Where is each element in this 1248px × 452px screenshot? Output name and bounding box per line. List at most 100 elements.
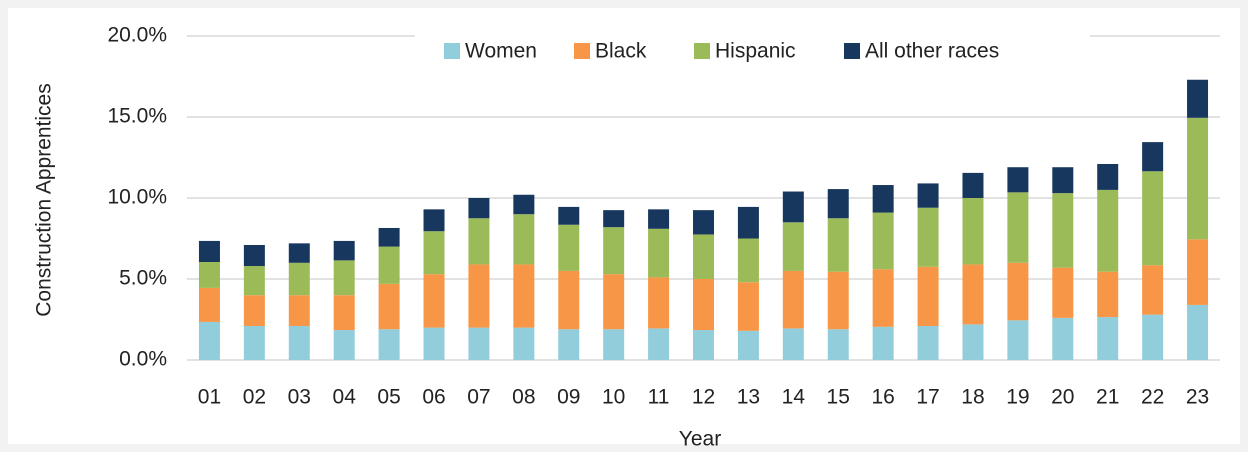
x-tick-label: 09 (557, 386, 580, 409)
bar-segment (378, 246, 400, 284)
bar-segment (737, 330, 759, 360)
bar-segment (1097, 189, 1119, 272)
bar-segment (827, 329, 849, 360)
x-tick-label: 12 (692, 386, 715, 409)
bar-segment (198, 287, 220, 322)
x-tick-label: 07 (467, 386, 490, 409)
bar-segment (782, 222, 804, 271)
bar-segment (1097, 163, 1119, 190)
bar-segment (872, 269, 894, 327)
bar-segment (1097, 317, 1119, 360)
bar-segment (198, 261, 220, 288)
bar-segment (962, 324, 984, 360)
bar-segment (1142, 142, 1164, 172)
bar-segment (1142, 314, 1164, 360)
bar-segment (872, 185, 894, 213)
legend-swatch (444, 43, 460, 59)
bar-segment (737, 282, 759, 331)
bar-segment (333, 295, 355, 331)
bar-segment (423, 274, 445, 328)
bar-segment (827, 218, 849, 272)
bar-segment (917, 183, 939, 208)
bar-segment (558, 206, 580, 225)
bar-segment (603, 210, 625, 228)
y-tick-label: 15.0% (107, 105, 167, 128)
legend-label: Hispanic (715, 40, 796, 63)
bar-segment (782, 328, 804, 360)
bar-segment (243, 325, 265, 360)
bar-segment (513, 264, 535, 328)
bar-segment (1007, 262, 1029, 321)
bar-segment (288, 325, 310, 360)
bar-segment (513, 194, 535, 215)
bar-segment (1187, 304, 1209, 360)
bar-segment (648, 328, 670, 360)
bar-segment (827, 271, 849, 330)
bar-segment (603, 227, 625, 275)
bar-segment (917, 207, 939, 267)
y-tick-label: 20.0% (107, 24, 167, 47)
bar-segment (513, 327, 535, 360)
x-tick-label: 23 (1186, 386, 1209, 409)
bar-segment (962, 198, 984, 265)
x-tick-label: 10 (602, 386, 625, 409)
x-tick-label: 11 (648, 386, 670, 409)
bar-segment (917, 266, 939, 326)
x-tick-label: 16 (871, 386, 894, 409)
x-tick-label: 03 (288, 386, 311, 409)
bar-segment (1052, 267, 1074, 318)
x-tick-label: 15 (827, 386, 850, 409)
bar-segment (333, 260, 355, 296)
bar-segment (917, 325, 939, 360)
bar-segment (1007, 192, 1029, 263)
bar-segment (288, 243, 310, 263)
bar-segment (1142, 265, 1164, 315)
bar-segment (603, 274, 625, 330)
x-tick-label: 22 (1141, 386, 1164, 409)
bar-segment (782, 191, 804, 223)
bar-segment (1187, 79, 1209, 118)
y-tick-label: 0.0% (119, 348, 167, 371)
bar-segment (648, 277, 670, 329)
bar-segment (603, 329, 625, 360)
bar-segment (423, 327, 445, 360)
bar-segment (1097, 271, 1119, 318)
x-tick-label: 21 (1096, 386, 1119, 409)
bar-segment (558, 329, 580, 360)
bar-segment (693, 279, 714, 331)
bar-segment (648, 209, 670, 229)
bar-segment (693, 330, 714, 360)
legend-swatch (844, 43, 860, 59)
bar-segment (423, 231, 445, 275)
bar-segment (962, 264, 984, 325)
bar-segment (288, 262, 310, 296)
x-tick-label: 19 (1006, 386, 1029, 409)
bar-segment (693, 210, 714, 235)
bar-segment (1187, 117, 1209, 240)
bar-segment (378, 329, 400, 360)
bar-segment (693, 234, 714, 279)
x-tick-label: 17 (916, 386, 939, 409)
legend-label: All other races (865, 40, 999, 63)
bar-segment (872, 326, 894, 360)
bar-segment (468, 327, 490, 360)
bar-segment (1187, 239, 1209, 305)
bar-segment (827, 189, 849, 219)
x-tick-label: 20 (1051, 386, 1074, 409)
bar-segment (962, 172, 984, 198)
bar-segment (1007, 320, 1029, 360)
x-tick-label: 14 (782, 386, 806, 409)
y-tick-label: 10.0% (107, 186, 167, 209)
x-tick-label: 04 (333, 386, 357, 409)
bar-segment (558, 224, 580, 271)
x-tick-label: 02 (243, 386, 266, 409)
bar-segment (378, 227, 400, 247)
bar-segment (782, 270, 804, 329)
x-axis-label: Year (679, 428, 721, 451)
bar-segment (648, 228, 670, 278)
bar-segment (243, 244, 265, 267)
bar-segment (737, 206, 759, 239)
bar-segment (333, 330, 355, 360)
